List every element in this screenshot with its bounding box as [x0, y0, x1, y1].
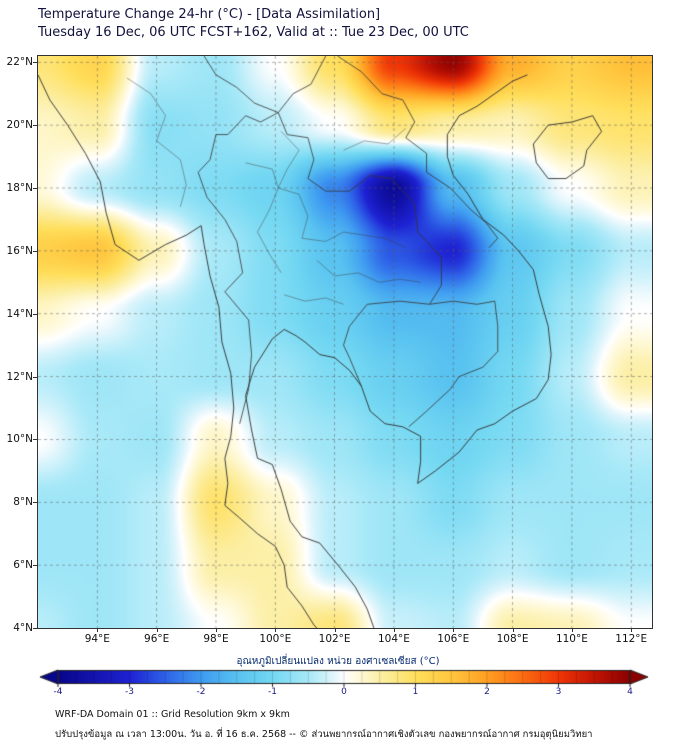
- y-tick-label: 4°N: [13, 622, 33, 634]
- x-tick-label: 110°E: [555, 633, 588, 645]
- x-tick-mark: [156, 628, 158, 632]
- x-tick-label: 98°E: [203, 633, 229, 645]
- footer-domain-info: WRF-DA Domain 01 :: Grid Resolution 9km …: [55, 709, 290, 720]
- map-canvas: [38, 56, 652, 628]
- y-tick-mark: [33, 565, 37, 567]
- colorbar-tick-label: 2: [484, 687, 490, 697]
- colorbar-title: อุณหภูมิเปลี่ยนแปลง หน่วย องศาเซลเซียส (…: [236, 656, 440, 667]
- x-tick-mark: [571, 628, 573, 632]
- colorbar-tick-label: -3: [125, 687, 134, 697]
- chart-subtitle: Tuesday 16 Dec, 06 UTC FCST+162, Valid a…: [38, 25, 469, 40]
- x-tick-label: 96°E: [144, 633, 170, 645]
- colorbar-tick-label: 3: [555, 687, 562, 697]
- y-tick-mark: [33, 439, 37, 441]
- x-tick-mark: [631, 628, 633, 632]
- colorbar-tick-label: 4: [627, 687, 633, 697]
- colorbar-tick-label: 1: [412, 687, 419, 697]
- y-tick-mark: [33, 502, 37, 504]
- y-tick-label: 14°N: [6, 307, 33, 320]
- colorbar-tick-label: -1: [268, 687, 277, 697]
- colorbar-tick-label: -4: [53, 687, 63, 697]
- y-tick-mark: [33, 376, 37, 378]
- x-tick-label: 94°E: [84, 633, 110, 645]
- x-tick-mark: [393, 628, 395, 632]
- y-tick-mark: [33, 62, 37, 64]
- x-tick-label: 108°E: [496, 633, 529, 645]
- x-tick-mark: [215, 628, 217, 632]
- x-tick-mark: [453, 628, 455, 632]
- x-tick-label: 102°E: [318, 633, 351, 645]
- y-tick-label: 12°N: [6, 370, 33, 383]
- x-tick-mark: [97, 628, 99, 632]
- x-tick-mark: [275, 628, 277, 632]
- footer-update-info: ปรับปรุงข้อมูล ณ เวลา 13:00น. วัน อ. ที่…: [55, 729, 593, 740]
- y-tick-mark: [33, 125, 37, 127]
- colorbar-canvas: [0, 668, 676, 688]
- y-tick-mark: [33, 250, 37, 252]
- y-tick-label: 8°N: [13, 496, 33, 509]
- y-tick-label: 18°N: [6, 182, 33, 194]
- x-tick-label: 112°E: [615, 633, 648, 645]
- x-tick-mark: [512, 628, 514, 632]
- x-tick-mark: [334, 628, 336, 632]
- y-tick-label: 6°N: [13, 559, 33, 572]
- y-tick-label: 10°N: [6, 433, 33, 446]
- x-tick-label: 106°E: [437, 633, 470, 645]
- chart-title: Temperature Change 24-hr (°C) - [Data As…: [38, 7, 381, 22]
- y-tick-label: 20°N: [6, 119, 33, 132]
- x-tick-label: 104°E: [377, 633, 410, 645]
- x-tick-label: 100°E: [259, 633, 292, 645]
- y-tick-mark: [33, 313, 37, 315]
- colorbar-tick-label: -2: [196, 687, 206, 697]
- y-tick-label: 16°N: [6, 244, 33, 257]
- colorbar-tick-label: 0: [341, 687, 347, 697]
- y-tick-label: 22°N: [6, 56, 33, 69]
- y-tick-mark: [33, 628, 37, 629]
- y-tick-mark: [33, 188, 37, 189]
